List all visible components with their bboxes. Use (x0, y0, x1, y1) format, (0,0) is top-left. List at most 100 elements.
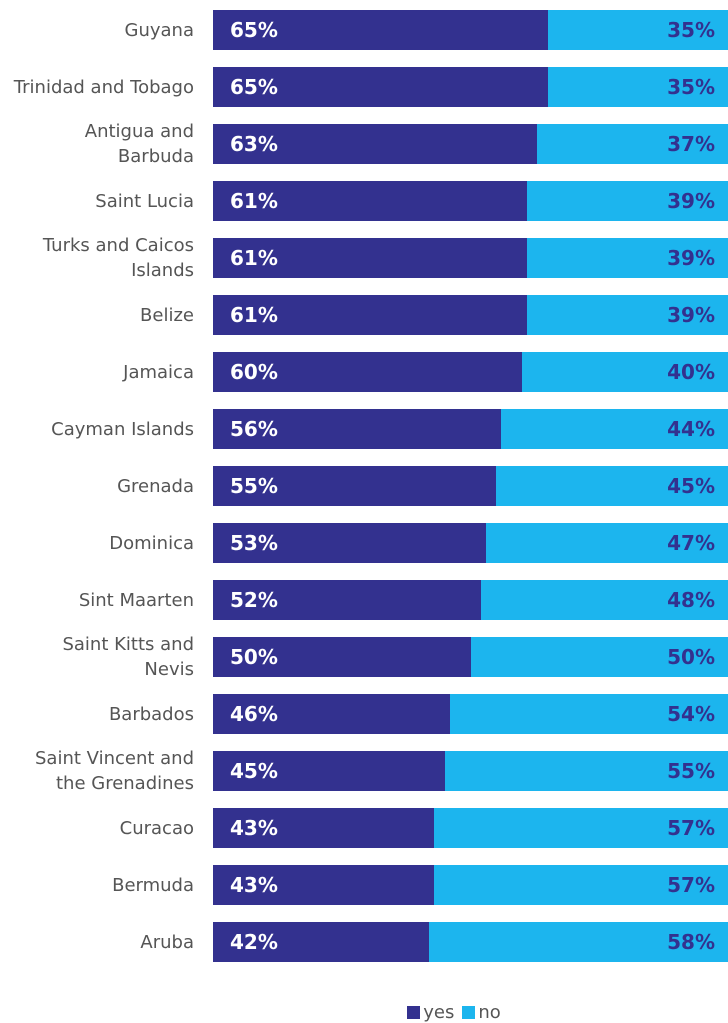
category-text: Sint Maarten (78, 589, 194, 611)
value-label: 40% (667, 360, 715, 384)
bar-segment (547, 67, 728, 107)
value-label: 52% (230, 588, 278, 612)
bar-segment (434, 808, 728, 848)
value-label: 60% (230, 360, 278, 384)
bar-segment (480, 580, 728, 620)
value-label: 47% (667, 531, 715, 555)
category-text: Jamaica (123, 361, 194, 383)
bar-segment (537, 124, 728, 164)
category-label: Dominica (0, 513, 194, 573)
category-text: Aruba (140, 931, 194, 953)
bar-segment (527, 181, 728, 221)
bar-segment (213, 10, 548, 50)
value-label: 53% (230, 531, 278, 555)
value-label: 50% (667, 645, 715, 669)
bar-segment (449, 694, 728, 734)
bar-segment (213, 124, 538, 164)
bar-segment (213, 238, 528, 278)
value-label: 44% (667, 417, 715, 441)
legend-swatch (462, 1006, 476, 1019)
bar-segment (213, 637, 471, 677)
category-label: Trinidad and Tobago (0, 57, 194, 117)
value-label: 39% (667, 246, 715, 270)
value-label: 61% (230, 189, 278, 213)
legend-label: yes (423, 1002, 455, 1023)
value-label: 61% (230, 246, 278, 270)
category-label: Saint Lucia (0, 171, 194, 231)
legend-swatch (407, 1006, 421, 1019)
category-text: Grenada (117, 475, 194, 497)
category-label: Saint Vincent and the Grenadines (0, 741, 194, 801)
category-text: Antigua and Barbuda (84, 121, 194, 167)
category-label: Cayman Islands (0, 399, 194, 459)
category-text: Trinidad and Tobago (13, 76, 194, 98)
value-label: 39% (667, 303, 715, 327)
value-label: 50% (230, 645, 278, 669)
bar-segment (429, 922, 728, 962)
bar-segment (213, 295, 528, 335)
value-label: 43% (230, 873, 278, 897)
bar-segment (522, 352, 728, 392)
value-label: 61% (230, 303, 278, 327)
value-label: 37% (667, 132, 715, 156)
bar-segment (213, 808, 435, 848)
legend-item: no (462, 1002, 501, 1023)
value-label: 57% (667, 816, 715, 840)
bar-segment (527, 238, 728, 278)
category-text: Turks and Caicos Islands (42, 235, 194, 281)
category-label: Belize (0, 285, 194, 345)
category-label: Guyana (0, 0, 194, 60)
category-text: Saint Vincent and the Grenadines (35, 748, 194, 794)
value-label: 35% (667, 18, 715, 42)
value-label: 57% (667, 873, 715, 897)
value-label: 55% (230, 474, 278, 498)
bar-segment (213, 922, 430, 962)
bar-segment (501, 409, 728, 449)
value-label: 45% (667, 474, 715, 498)
bar-segment (213, 751, 445, 791)
value-label: 39% (667, 189, 715, 213)
value-label: 46% (230, 702, 278, 726)
bar-segment (496, 466, 728, 506)
value-label: 65% (230, 18, 278, 42)
category-label: Barbados (0, 684, 194, 744)
bar-segment (213, 694, 450, 734)
category-label: Curacao (0, 798, 194, 858)
value-label: 35% (667, 75, 715, 99)
bar-segment (213, 409, 502, 449)
value-label: 45% (230, 759, 278, 783)
bar-segment (213, 523, 486, 563)
category-label: Antigua and Barbuda (0, 114, 194, 174)
bar-segment (527, 295, 728, 335)
category-text: Belize (140, 304, 194, 326)
value-label: 58% (667, 930, 715, 954)
value-label: 42% (230, 930, 278, 954)
bar-segment (485, 523, 728, 563)
category-label: Jamaica (0, 342, 194, 402)
category-text: Curacao (119, 817, 194, 839)
value-label: 43% (230, 816, 278, 840)
value-label: 54% (667, 702, 715, 726)
legend-item: yes (407, 1002, 454, 1023)
legend-label: no (478, 1002, 501, 1023)
category-label: Bermuda (0, 855, 194, 915)
bar-segment (444, 751, 728, 791)
category-label: Saint Kitts and Nevis (0, 627, 194, 687)
bar-segment (434, 865, 728, 905)
category-label: Grenada (0, 456, 194, 516)
category-label: Sint Maarten (0, 570, 194, 630)
bar-segment (213, 865, 435, 905)
legend: yes no (0, 1002, 728, 1023)
category-text: Bermuda (112, 874, 194, 896)
category-text: Saint Kitts and Nevis (62, 634, 194, 680)
bar-segment (547, 10, 728, 50)
category-label: Aruba (0, 912, 194, 972)
category-text: Saint Lucia (95, 190, 194, 212)
value-label: 63% (230, 132, 278, 156)
bar-segment (213, 181, 528, 221)
category-label: Turks and Caicos Islands (0, 228, 194, 288)
bar-segment (470, 637, 728, 677)
bar-segment (213, 352, 522, 392)
bar-segment (213, 466, 497, 506)
